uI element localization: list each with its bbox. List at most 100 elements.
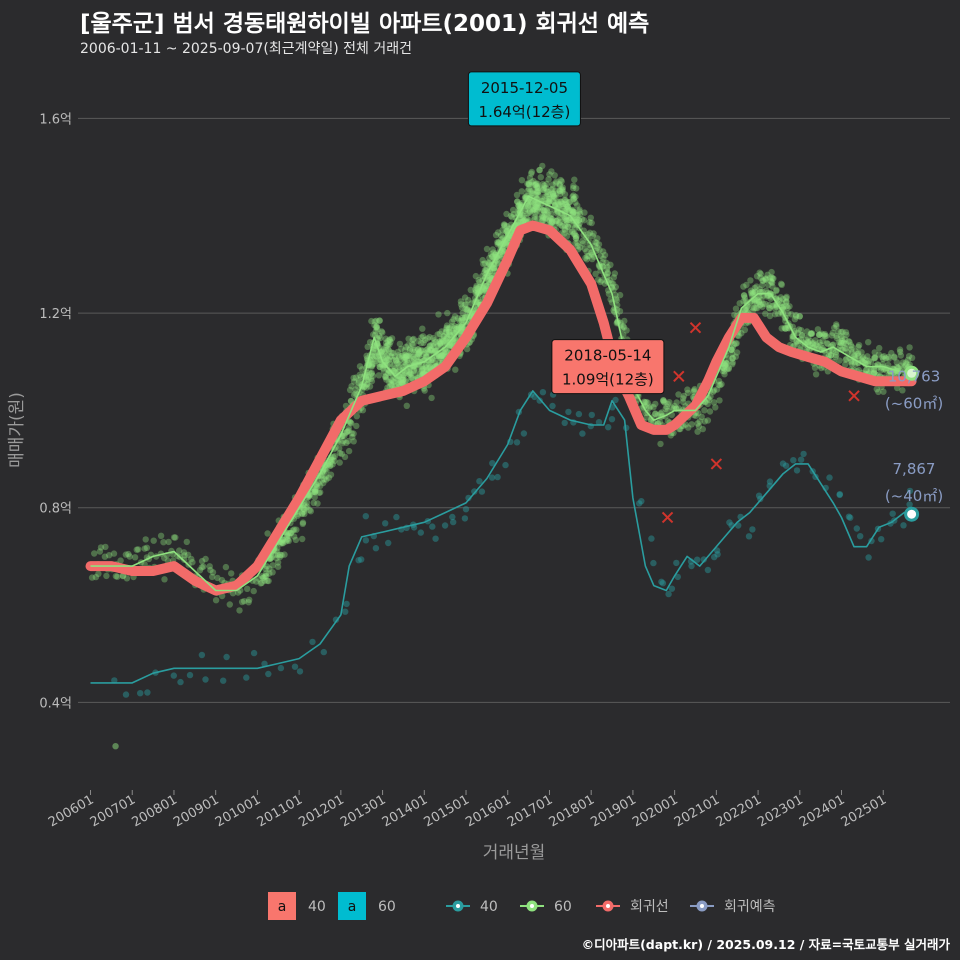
scatter-point-60 bbox=[261, 577, 268, 584]
scatter-point-60 bbox=[563, 206, 571, 213]
scatter-point-60 bbox=[723, 360, 730, 367]
scatter-point-60 bbox=[459, 318, 466, 325]
scatter-point-60 bbox=[569, 193, 576, 200]
scatter-point-60 bbox=[548, 219, 555, 226]
scatter-point-60 bbox=[885, 361, 892, 369]
scatter-point-60 bbox=[435, 342, 442, 349]
scatter-point-40 bbox=[385, 539, 392, 547]
scatter-point-60 bbox=[343, 439, 350, 446]
annotation-value: 1.09억(12층) bbox=[562, 371, 654, 389]
scatter-point-60 bbox=[569, 221, 577, 229]
scatter-point-60 bbox=[807, 341, 814, 348]
scatter-point-60 bbox=[409, 336, 416, 343]
scatter-point-60 bbox=[329, 456, 336, 464]
scatter-point-60 bbox=[454, 323, 461, 331]
x-tick-label: 201101 bbox=[255, 792, 305, 830]
scatter-point-60 bbox=[377, 334, 384, 342]
scatter-point-60 bbox=[226, 601, 233, 608]
scatter-point-60 bbox=[416, 348, 423, 355]
scatter-point-60 bbox=[710, 399, 718, 406]
scatter-point-60 bbox=[181, 556, 188, 563]
scatter-point-60 bbox=[544, 198, 552, 205]
scatter-point-60 bbox=[592, 270, 599, 277]
scatter-point-40 bbox=[779, 460, 787, 467]
scatter-point-60 bbox=[403, 356, 411, 364]
scatter-point-60 bbox=[757, 302, 764, 309]
scatter-point-60 bbox=[426, 333, 433, 341]
scatter-point-60 bbox=[838, 340, 845, 347]
scatter-point-60 bbox=[485, 260, 493, 267]
scatter-point-60 bbox=[585, 252, 592, 260]
scatter-point-60 bbox=[399, 379, 406, 387]
scatter-point-60 bbox=[253, 578, 260, 585]
scatter-point-60 bbox=[545, 209, 552, 216]
scatter-point-60 bbox=[533, 200, 541, 207]
scatter-point-60 bbox=[453, 328, 460, 336]
scatter-point-60 bbox=[779, 295, 787, 303]
scatter-point-60 bbox=[395, 380, 402, 387]
scatter-point-60 bbox=[855, 343, 862, 351]
scatter-point-60 bbox=[453, 326, 460, 333]
scatter-point-60 bbox=[597, 278, 604, 286]
annotation-recent: 2018-05-14 1.09억(12층) bbox=[551, 339, 665, 395]
scatter-point-60 bbox=[363, 376, 370, 383]
scatter-point-60 bbox=[529, 187, 536, 194]
scatter-point-60 bbox=[408, 374, 415, 381]
scatter-point-60 bbox=[751, 298, 759, 306]
scatter-point-60 bbox=[643, 414, 650, 421]
scatter-point-60 bbox=[657, 410, 664, 417]
scatter-point-60 bbox=[526, 201, 533, 208]
scatter-point-40 bbox=[906, 501, 913, 508]
scatter-point-60 bbox=[497, 232, 505, 239]
scatter-point-60 bbox=[732, 340, 739, 347]
annotation-value: 1.64억(12층) bbox=[479, 103, 571, 121]
scatter-point-60 bbox=[896, 346, 904, 353]
scatter-point-60 bbox=[150, 537, 157, 544]
scatter-point-60 bbox=[489, 253, 496, 260]
scatter-point-60 bbox=[400, 376, 407, 384]
scatter-point-60 bbox=[327, 462, 334, 469]
scatter-point-60 bbox=[410, 341, 417, 348]
scatter-point-60 bbox=[542, 185, 550, 192]
scatter-point-40 bbox=[845, 513, 853, 520]
scatter-point-60 bbox=[123, 575, 131, 582]
scatter-point-60 bbox=[383, 374, 390, 381]
scatter-point-60 bbox=[573, 218, 580, 226]
scatter-point-40 bbox=[342, 608, 349, 615]
scatter-point-60 bbox=[378, 328, 385, 335]
scatter-point-60 bbox=[386, 368, 393, 375]
scatter-point-60 bbox=[165, 538, 172, 546]
scatter-point-60 bbox=[769, 275, 776, 282]
scatter-point-60 bbox=[440, 349, 447, 356]
scatter-point-40 bbox=[757, 495, 764, 502]
scatter-point-60 bbox=[218, 576, 226, 584]
scatter-point-60 bbox=[536, 166, 543, 174]
highlight-x-mark bbox=[673, 370, 685, 383]
x-tick-label: 202001 bbox=[630, 792, 680, 830]
scatter-point-40 bbox=[250, 649, 258, 657]
scatter-point-60 bbox=[827, 351, 835, 359]
scatter-point-60 bbox=[421, 336, 429, 344]
scatter-point-60 bbox=[440, 333, 447, 340]
legend-fill-label: 60 bbox=[378, 899, 396, 915]
scatter-point-60 bbox=[430, 334, 437, 342]
scatter-point-60 bbox=[867, 358, 875, 365]
scatter-point-60 bbox=[552, 201, 559, 208]
scatter-point-40 bbox=[575, 410, 583, 418]
scatter-point-60 bbox=[728, 346, 735, 353]
scatter-point-60 bbox=[424, 335, 431, 342]
scatter-point-60 bbox=[842, 329, 850, 336]
scatter-point-60 bbox=[189, 559, 196, 566]
scatter-point-60 bbox=[718, 381, 725, 388]
scatter-point-60 bbox=[284, 530, 291, 537]
scatter-point-60 bbox=[743, 307, 750, 314]
scatter-point-60 bbox=[521, 216, 528, 224]
scatter-point-60 bbox=[472, 288, 480, 295]
scatter-point-60 bbox=[570, 230, 577, 238]
scatter-point-40 bbox=[906, 487, 914, 495]
scatter-point-60 bbox=[729, 344, 736, 351]
legend-line-dot-center bbox=[700, 904, 704, 908]
scatter-point-60 bbox=[652, 400, 659, 408]
scatter-point-60 bbox=[457, 323, 465, 331]
scatter-point-60 bbox=[383, 376, 390, 383]
